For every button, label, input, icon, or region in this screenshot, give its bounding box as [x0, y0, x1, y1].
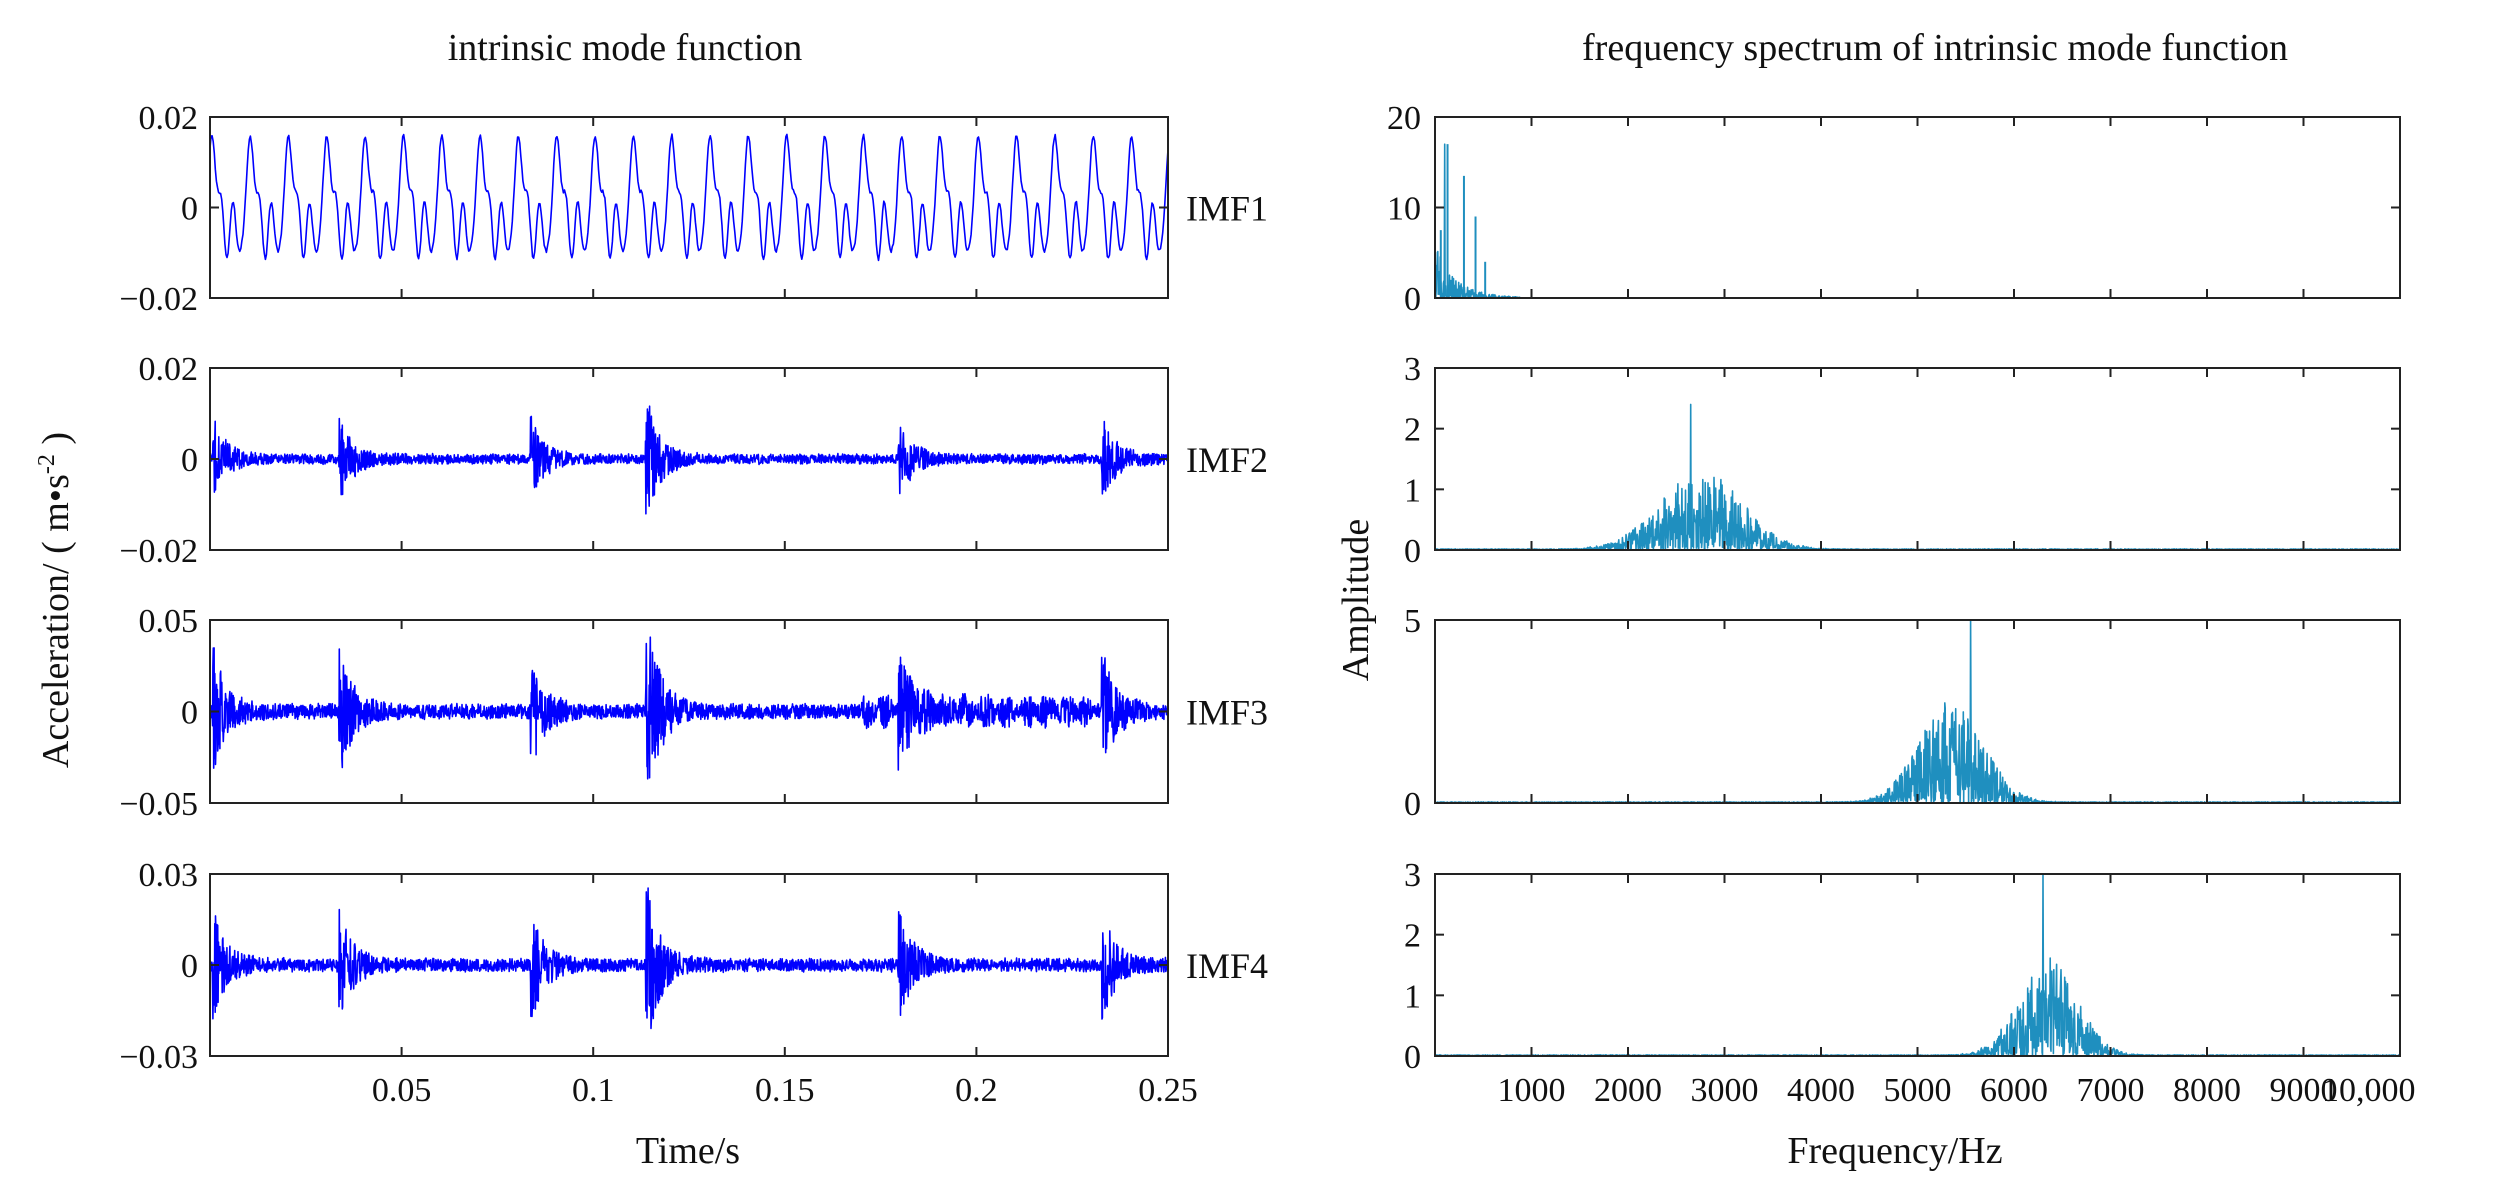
spectrum-axes-frame-1: [1434, 116, 2401, 299]
imf-xtick-label: 0.15: [755, 1072, 815, 1109]
imf-series-line-4: [209, 887, 1169, 1030]
spectrum-ytick-label: 3: [1404, 351, 1421, 388]
imf-xtick-label: 0.05: [372, 1072, 432, 1109]
imf-xtick-label: 0.2: [955, 1072, 998, 1109]
imf-label-4: IMF4: [1186, 946, 1268, 986]
spectrum-xtick-label: 8000: [2173, 1072, 2241, 1109]
spectrum-xtick-label: 7000: [2077, 1072, 2145, 1109]
spectrum-ytick-label: 0: [1404, 1039, 1421, 1076]
imf-label-1: IMF1: [1186, 189, 1268, 229]
spectrum-panel-2: 0 1 2 3: [1404, 351, 2401, 570]
imf-series-line-3: [209, 636, 1169, 780]
spectrum-ytick-label: 1: [1404, 472, 1421, 509]
spectrum-xtick-label: 9000: [2270, 1072, 2338, 1109]
spectrum-xtick-label: 5000: [1884, 1072, 1952, 1109]
spectrum-xtick-label: 6000: [1980, 1072, 2048, 1109]
spectrum-xtick-label: 3000: [1691, 1072, 1759, 1109]
spectrum-ytick-label: 2: [1404, 918, 1421, 955]
spectrum-axes-frame-4: [1434, 873, 2401, 1057]
left-y-axis-label-superscript: -2: [34, 454, 60, 474]
left-panel-title: intrinsic mode function: [448, 27, 803, 69]
spectrum-ytick-label: 10: [1387, 191, 1421, 228]
right-y-axis-label: Amplitude: [1335, 519, 1377, 682]
spectrum-ytick-label: 0: [1404, 533, 1421, 570]
right-x-axis-label: Frequency/Hz: [1787, 1130, 2002, 1172]
spectrum-ytick-label: 5: [1404, 603, 1421, 640]
imf-ytick-label: −0.02: [119, 533, 198, 570]
spectrum-xtick-label: 10,000: [2322, 1072, 2416, 1109]
spectrum-ytick-label: 0: [1404, 281, 1421, 318]
spectrum-xtick-label: 1000: [1498, 1072, 1566, 1109]
imf-ytick-label: 0.03: [139, 857, 199, 894]
spectrum-ytick-label: 1: [1404, 978, 1421, 1015]
left-y-axis-label: Acceleration/ ( m•s-2 ): [34, 432, 77, 768]
right-panel-title: frequency spectrum of intrinsic mode fun…: [1582, 27, 2288, 69]
spectrum-series-line-1: [1434, 143, 2401, 299]
imf-ytick-label: −0.03: [119, 1039, 198, 1076]
imf-panel-1: 0.02 0 −0.02 IMF1: [119, 100, 1268, 318]
spectrum-series-line-4: [1434, 873, 2401, 1057]
spectrum-xtick-label: 4000: [1787, 1072, 1855, 1109]
spectrum-panel-4: 0 1 2 3 1000 2000 3000 4000 5000 6000 7000 8000 9000…: [1404, 857, 2416, 1109]
imf-panel-2: 0.02 0 −0.02 IMF2: [119, 351, 1268, 570]
imf-xtick-label: 0.1: [572, 1072, 615, 1109]
imf-series-line-2: [209, 405, 1169, 515]
imf-axes-frame-1: [209, 116, 1169, 299]
left-y-axis-label-end: ): [35, 432, 77, 454]
left-y-axis-label-main: Acceleration/ ( m•s: [35, 474, 77, 768]
left-x-axis-label: Time/s: [636, 1130, 740, 1172]
spectrum-series-line-3: [1434, 619, 2401, 804]
imf-ytick-label: 0: [181, 442, 198, 479]
imf-ytick-label: 0: [181, 695, 198, 732]
spectrum-xtick-label: 2000: [1594, 1072, 1662, 1109]
spectrum-ytick-label: 20: [1387, 100, 1421, 137]
imf-series-line-1: [209, 133, 1169, 262]
imf-panel-4: 0.03 0 −0.03 0.05 0.1 0.15 0.2 0.25 IMF4: [119, 857, 1268, 1109]
spectrum-axes-frame-2: [1434, 367, 2401, 551]
spectrum-ytick-label: 2: [1404, 412, 1421, 449]
imf-xtick-label: 0.25: [1138, 1072, 1198, 1109]
imf-ytick-label: 0: [181, 191, 198, 228]
imf-ytick-label: 0.05: [139, 603, 199, 640]
spectrum-ytick-label: 3: [1404, 857, 1421, 894]
spectrum-ytick-label: 0: [1404, 786, 1421, 823]
imf-ytick-label: −0.02: [119, 281, 198, 318]
imf-ytick-label: −0.05: [119, 786, 198, 823]
imf-panel-3: 0.05 0 −0.05 IMF3: [119, 603, 1268, 823]
imf-ytick-label: 0: [181, 948, 198, 985]
imf-label-3: IMF3: [1186, 693, 1268, 733]
spectrum-panel-3: 05: [1404, 603, 2401, 823]
left-panels: 0.02 0 −0.02 IMF1 0.02 0 −0.02 IMF2 0.05 0 −0.05 IM…: [119, 100, 1268, 1109]
imf-label-2: IMF2: [1186, 440, 1268, 480]
imf-ytick-label: 0.02: [139, 351, 199, 388]
spectrum-panel-1: 0 10 20: [1387, 100, 2401, 318]
spectrum-series-line-2: [1434, 403, 2401, 551]
imf-ytick-label: 0.02: [139, 100, 199, 137]
